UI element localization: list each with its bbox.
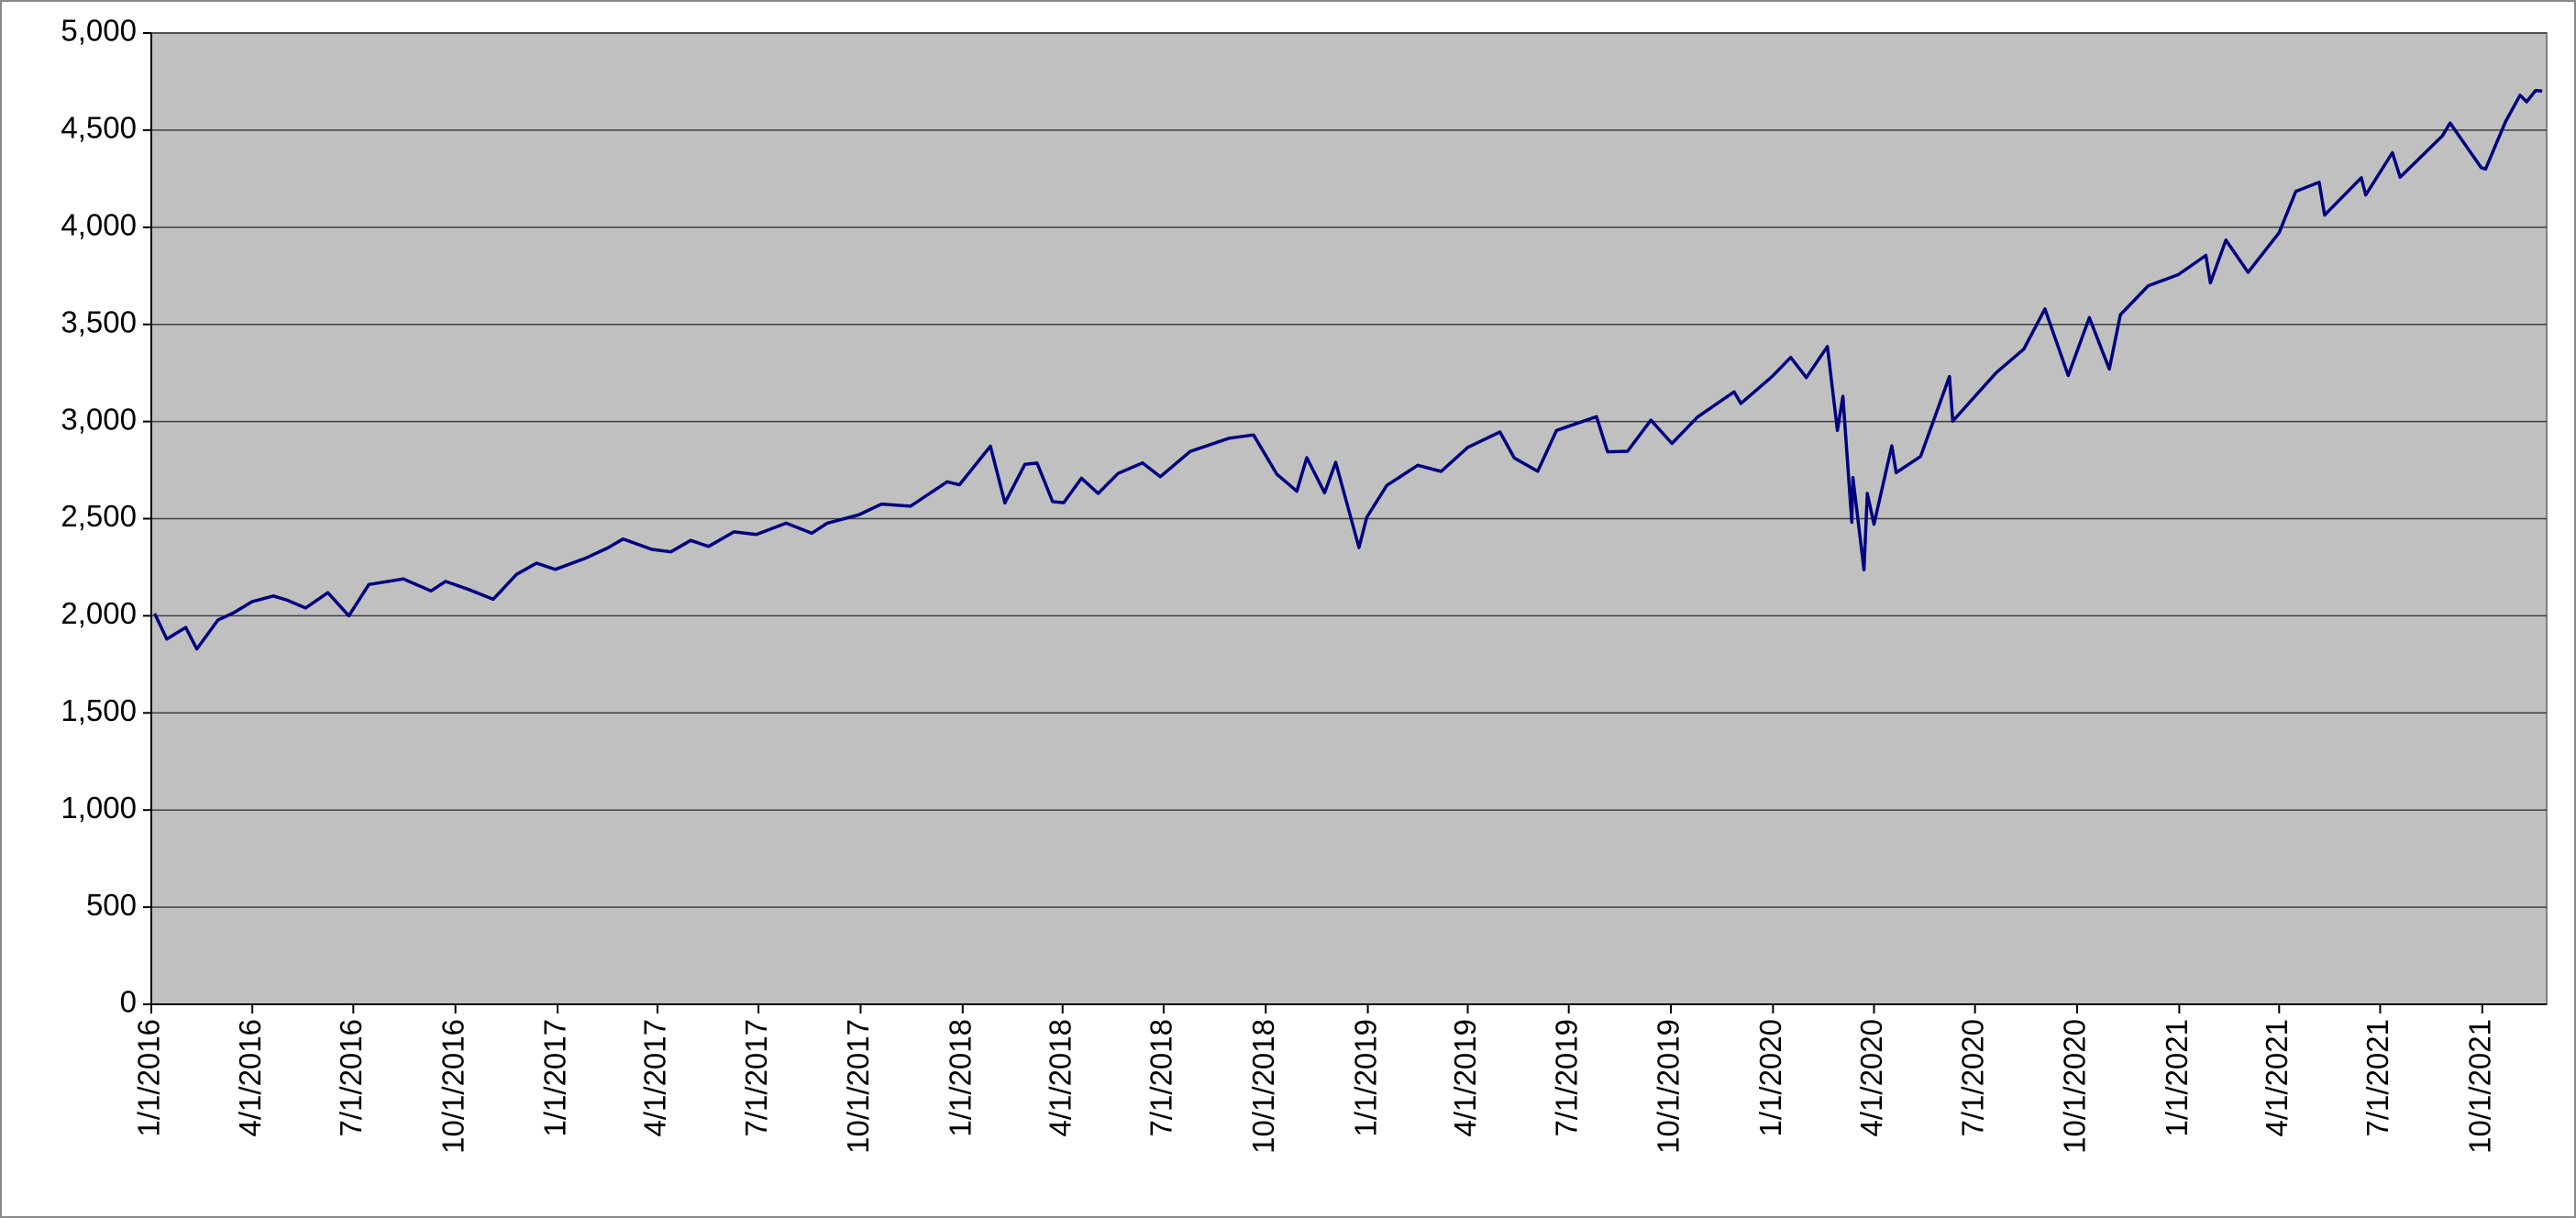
x-tick-label: 1/1/2019: [1348, 1019, 1382, 1136]
x-tick-label: 4/1/2017: [638, 1019, 672, 1136]
x-tick-label: 1/1/2017: [538, 1019, 572, 1136]
x-tick-label: 1/1/2021: [2160, 1019, 2194, 1136]
y-tick-label: 2,000: [61, 596, 137, 630]
x-tick-label: 10/1/2018: [1246, 1019, 1280, 1154]
x-tick-label: 7/1/2021: [2360, 1019, 2394, 1136]
x-tick-label: 4/1/2018: [1043, 1019, 1077, 1136]
x-tick-label: 7/1/2016: [334, 1019, 368, 1136]
y-tick-label: 2,500: [61, 499, 137, 533]
x-tick-label: 7/1/2019: [1549, 1019, 1583, 1136]
price-line: [153, 88, 2543, 651]
y-tick-label: 3,000: [61, 402, 137, 436]
x-tick-label: 7/1/2018: [1144, 1019, 1178, 1136]
x-tick-label: 4/1/2016: [233, 1019, 267, 1136]
y-tick-label: 5,000: [61, 14, 137, 48]
y-tick-label: 1,000: [61, 791, 137, 825]
x-tick-label: 10/1/2017: [841, 1019, 875, 1154]
y-tick-label: 4,000: [61, 208, 137, 242]
x-tick-label: 7/1/2020: [1955, 1019, 1989, 1136]
x-tick-label: 10/1/2016: [436, 1019, 470, 1154]
x-tick-label: 4/1/2019: [1448, 1019, 1482, 1136]
y-tick-label: 3,500: [61, 304, 137, 338]
x-tick-label: 1/1/2018: [944, 1019, 978, 1136]
y-tick-label: 4,500: [61, 111, 137, 145]
x-tick-label: 10/1/2021: [2463, 1019, 2497, 1154]
x-tick-label: 7/1/2017: [739, 1019, 773, 1136]
x-tick-label: 4/1/2020: [1854, 1019, 1888, 1136]
x-tick-label: 1/1/2020: [1753, 1019, 1787, 1136]
x-tick-label: 10/1/2019: [1652, 1019, 1686, 1154]
x-tick-label: 1/1/2016: [132, 1019, 166, 1136]
y-tick-label: 0: [120, 985, 137, 1019]
y-tick-label: 1,500: [61, 693, 137, 727]
x-tick-label: 10/1/2020: [2058, 1019, 2092, 1154]
x-tick-label: 4/1/2021: [2260, 1019, 2294, 1136]
y-tick-label: 500: [86, 888, 137, 922]
